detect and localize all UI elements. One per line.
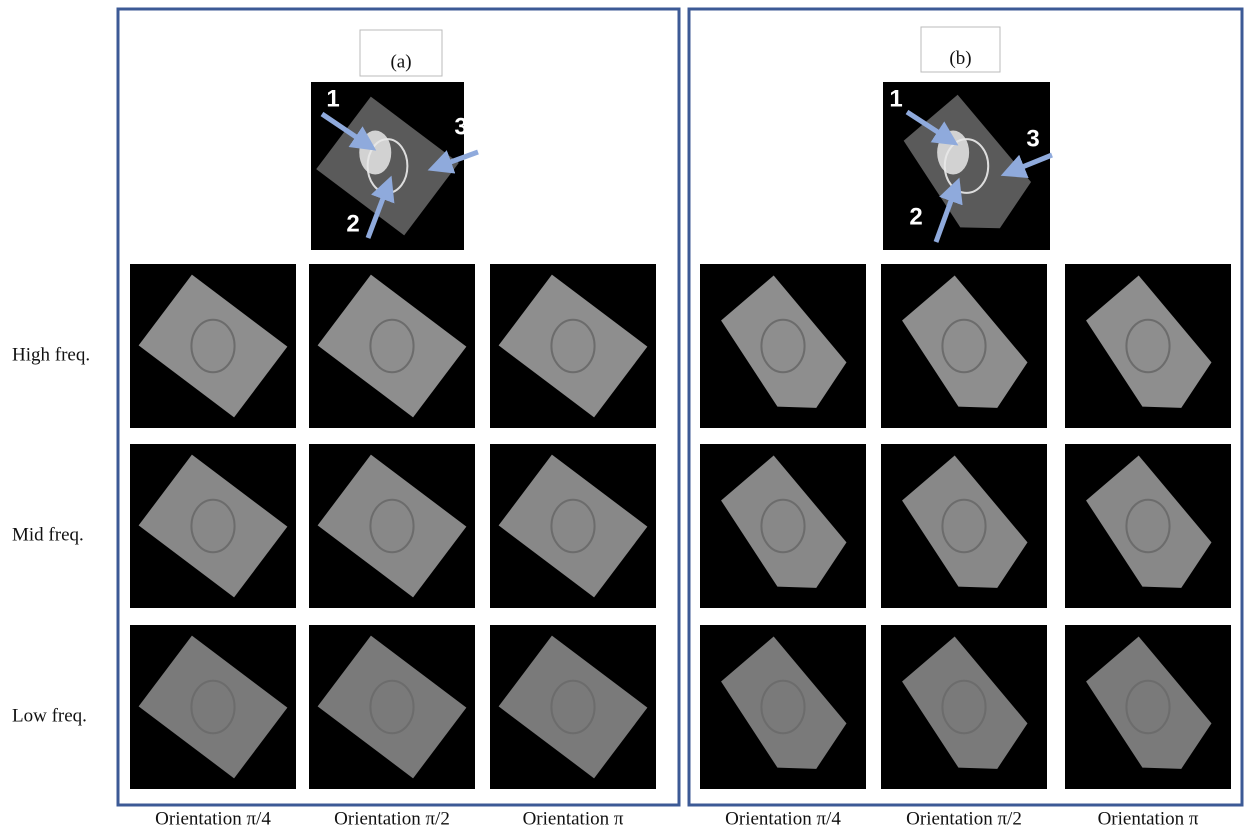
marker-number: 2 xyxy=(346,210,359,237)
image-feature xyxy=(1125,318,1171,374)
image-content xyxy=(498,274,648,418)
image-feature xyxy=(1125,679,1171,735)
arrow xyxy=(320,111,377,151)
image-feature xyxy=(550,679,596,735)
image-feature xyxy=(190,498,236,554)
image-feature xyxy=(941,679,987,735)
image-content xyxy=(138,635,288,779)
column-label: Orientation π/2 xyxy=(334,808,450,829)
image-feature xyxy=(760,318,806,374)
column-label: Orientation π/4 xyxy=(725,808,841,829)
image-content xyxy=(1086,275,1212,408)
marker-number: 2 xyxy=(909,203,922,230)
arrow xyxy=(1000,152,1053,178)
image-feature xyxy=(760,679,806,735)
row-label: Low freq. xyxy=(12,705,87,726)
image-feature xyxy=(550,498,596,554)
image-feature xyxy=(941,318,987,374)
image-content xyxy=(902,636,1028,769)
image-content xyxy=(498,454,648,598)
marker-number: 3 xyxy=(1026,125,1039,152)
image-content xyxy=(1086,636,1212,769)
panel-frame xyxy=(687,7,1244,807)
panel-frame xyxy=(116,7,681,807)
image-content xyxy=(721,455,847,588)
column-label: Orientation π/2 xyxy=(906,808,1022,829)
column-label: Orientation π xyxy=(1098,808,1199,829)
image-feature xyxy=(760,498,806,554)
image-content xyxy=(138,454,288,598)
image-feature xyxy=(369,318,415,374)
marker-number: 3 xyxy=(454,113,467,140)
marker-number: 1 xyxy=(326,85,339,112)
image-content xyxy=(721,275,847,408)
arrow xyxy=(365,175,395,239)
panel-label-box xyxy=(359,29,443,77)
lesion xyxy=(359,130,392,175)
image-feature xyxy=(369,498,415,554)
image-feature xyxy=(190,318,236,374)
image-content xyxy=(902,455,1028,588)
marker-number: 1 xyxy=(889,85,902,112)
arrow xyxy=(905,109,959,146)
image-content xyxy=(721,636,847,769)
panel-label-box xyxy=(920,26,1001,73)
image-content xyxy=(498,635,648,779)
arrow xyxy=(933,177,963,243)
panel-label: (b) xyxy=(949,48,971,69)
image-feature xyxy=(190,679,236,735)
panel-label: (a) xyxy=(390,51,411,72)
image-content xyxy=(902,275,1028,408)
image-feature xyxy=(1125,498,1171,554)
column-label: Orientation π/4 xyxy=(155,808,271,829)
image-content xyxy=(317,274,467,418)
image-content xyxy=(317,635,467,779)
row-label: High freq. xyxy=(12,344,90,365)
image-feature xyxy=(369,679,415,735)
image-content xyxy=(1086,455,1212,588)
row-label: Mid freq. xyxy=(12,524,84,545)
column-label: Orientation π xyxy=(523,808,624,829)
arrow xyxy=(427,149,479,174)
image-content xyxy=(138,274,288,418)
image-content xyxy=(317,454,467,598)
image-feature xyxy=(941,498,987,554)
image-feature xyxy=(550,318,596,374)
